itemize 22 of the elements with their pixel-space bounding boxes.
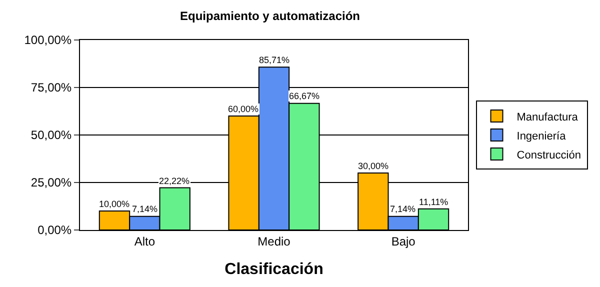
- chart-title: Equipamiento y automatización: [180, 8, 360, 23]
- legend-label: Manufactura: [516, 111, 579, 124]
- data-label: 60,00%: [228, 104, 259, 114]
- x-tick-label: Bajo: [391, 234, 416, 248]
- legend-label: Ingeniería: [516, 130, 567, 142]
- y-tick-label: 25,00%: [30, 176, 72, 190]
- data-label: 7,14%: [132, 204, 158, 214]
- data-label: 30,00%: [358, 161, 389, 171]
- x-tick-label: Alto: [134, 234, 156, 248]
- y-tick-label: 50,00%: [30, 128, 72, 142]
- y-tick-label: 0,00%: [38, 223, 72, 238]
- data-label: 11,11%: [419, 197, 448, 207]
- x-tick-label: Medio: [258, 234, 291, 248]
- data-label: 10,00%: [99, 199, 130, 209]
- legend-label: Construcción: [516, 149, 581, 162]
- y-tick-label: 100,00%: [24, 33, 72, 48]
- x-axis-title: Clasificación: [224, 261, 324, 278]
- data-label: 66,67%: [289, 91, 320, 101]
- data-label: 22,22%: [159, 176, 190, 186]
- y-tick-label: 75,00%: [30, 80, 72, 95]
- data-label: 85,71%: [259, 55, 290, 65]
- data-label: 7,14%: [390, 204, 416, 214]
